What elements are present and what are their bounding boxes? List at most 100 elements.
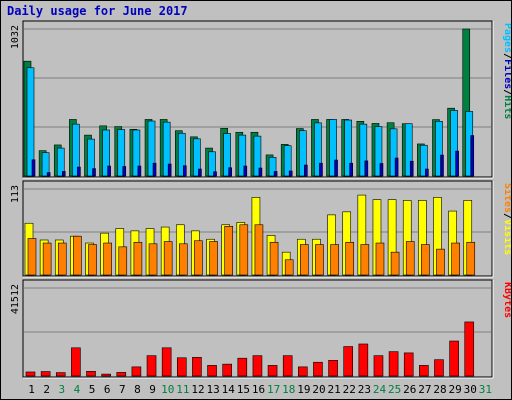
- legend-entry: /: [502, 89, 511, 95]
- bar-sites-day-27: [421, 244, 430, 276]
- bar-sites-day-18: [284, 259, 294, 276]
- day-label: 1: [28, 383, 35, 396]
- bar-kbytes-day-26: [403, 352, 414, 377]
- legend-entry: /: [502, 213, 511, 219]
- bar-pages-day-2: [46, 172, 51, 177]
- bar-sites-day-13: [209, 241, 218, 276]
- day-label: 23: [358, 383, 371, 396]
- max-value-label: 1032: [10, 25, 21, 49]
- bar-pages-day-1: [31, 159, 36, 177]
- day-label: 31: [479, 383, 492, 396]
- day-label: 11: [176, 383, 189, 396]
- day-label: 19: [297, 383, 310, 396]
- bar-kbytes-day-16: [252, 355, 263, 377]
- bar-pages-day-27: [425, 168, 429, 177]
- bar-files-day-27: [420, 144, 428, 177]
- bar-pages-day-25: [394, 157, 399, 177]
- bar-sites-day-14: [224, 225, 233, 276]
- bar-files-day-17: [268, 157, 277, 177]
- bar-files-day-2: [41, 152, 50, 177]
- bar-files-day-28: [435, 121, 443, 177]
- bar-kbytes-day-2: [40, 371, 51, 377]
- bar-pages-day-22: [349, 162, 354, 177]
- day-label: 6: [104, 383, 111, 396]
- series-kbytes: [25, 321, 475, 377]
- bar-kbytes-day-23: [358, 343, 369, 377]
- legend-entry: Pages: [502, 23, 511, 53]
- bar-kbytes-day-19: [298, 366, 308, 377]
- bar-files-day-13: [208, 151, 216, 177]
- bar-sites-day-28: [436, 248, 445, 276]
- bar-kbytes-day-5: [86, 371, 96, 377]
- bar-kbytes-day-13: [207, 365, 217, 377]
- legend-kbytes: KBytes: [502, 282, 511, 318]
- day-label: 27: [418, 383, 431, 396]
- bar-kbytes-day-10: [161, 347, 172, 377]
- bar-files-day-8: [132, 129, 141, 177]
- bar-pages-day-15: [243, 165, 248, 177]
- bar-sites-day-25: [390, 251, 400, 276]
- bar-files-day-15: [238, 134, 247, 177]
- bar-pages-day-20: [319, 162, 323, 177]
- bar-files-day-24: [374, 126, 383, 177]
- bar-files-day-10: [162, 121, 171, 177]
- bar-kbytes-day-12: [192, 357, 202, 377]
- day-label: 26: [403, 383, 416, 396]
- day-label: 14: [222, 383, 236, 396]
- bar-kbytes-day-9: [146, 355, 157, 377]
- bar-files-day-29: [450, 110, 458, 177]
- panel-visits: 113 Sites/Visits: [10, 180, 511, 278]
- bar-pages-day-16: [258, 167, 263, 177]
- bar-sites-day-1: [27, 238, 37, 276]
- day-label: 7: [119, 383, 126, 396]
- bar-files-day-18: [283, 145, 292, 177]
- day-label: 18: [282, 383, 295, 396]
- legend-entry: Sites: [502, 183, 511, 213]
- bar-kbytes-day-1: [25, 371, 36, 377]
- legend-entry: KBytes: [502, 282, 511, 318]
- bar-sites-day-4: [73, 235, 82, 276]
- bar-kbytes-day-4: [71, 347, 81, 377]
- bar-pages-day-12: [198, 168, 202, 177]
- bar-sites-day-16: [254, 224, 264, 276]
- bar-files-day-16: [253, 135, 262, 177]
- bar-files-day-25: [389, 128, 398, 177]
- bar-sites-day-23: [360, 244, 370, 276]
- bar-pages-day-4: [77, 166, 81, 177]
- max-value-label: 41512: [10, 284, 21, 314]
- bar-kbytes-day-24: [373, 355, 384, 377]
- day-label: 29: [449, 383, 462, 396]
- title-layer: Daily usage for June 2017: [7, 4, 188, 18]
- max-value-label: 113: [10, 185, 21, 203]
- bar-sites-day-3: [57, 242, 67, 276]
- bar-sites-day-21: [330, 244, 339, 276]
- bar-pages-day-3: [61, 171, 66, 177]
- bar-sites-day-17: [269, 241, 279, 276]
- bar-pages-day-5: [92, 168, 96, 177]
- day-label: 15: [237, 383, 250, 396]
- day-label: 3: [59, 383, 66, 396]
- bar-pages-day-8: [137, 165, 142, 177]
- bar-sites-day-11: [178, 243, 188, 276]
- chart-title: Daily usage for June 2017: [7, 4, 188, 18]
- day-label: 10: [161, 383, 174, 396]
- day-label: 22: [343, 383, 356, 396]
- bar-kbytes-day-27: [419, 365, 429, 377]
- bar-pages-day-26: [409, 160, 414, 177]
- bar-sites-day-8: [133, 241, 143, 276]
- bar-pages-day-10: [167, 163, 172, 177]
- bar-files-day-14: [223, 133, 231, 177]
- bar-pages-day-18: [288, 170, 293, 177]
- bar-kbytes-day-29: [449, 340, 459, 377]
- bar-kbytes-day-22: [343, 346, 354, 377]
- day-label: 30: [464, 383, 477, 396]
- bar-pages-day-30: [470, 135, 475, 177]
- bar-sites-day-24: [375, 242, 385, 276]
- bar-kbytes-day-8: [131, 366, 142, 377]
- bar-kbytes-day-14: [222, 363, 232, 377]
- bar-files-day-23: [359, 123, 368, 177]
- bar-pages-day-19: [304, 164, 308, 177]
- day-label: 25: [388, 383, 401, 396]
- day-labels-layer: 1 2 3 4 5 6 7 8 9 10 11 12 13 14 15 16 17 18 19 20 21 22 23 24 2…: [28, 383, 492, 396]
